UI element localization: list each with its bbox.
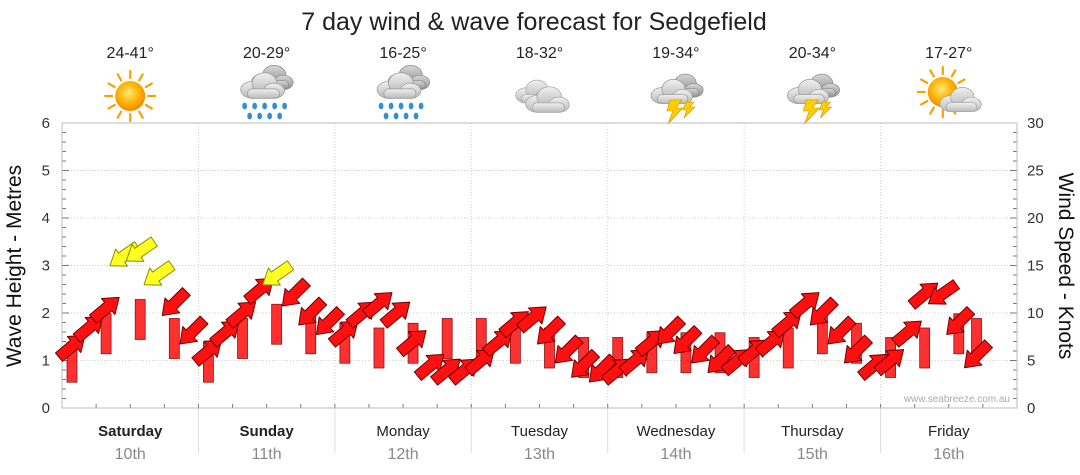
left-tick-label: 1 [42, 353, 50, 370]
storm-icon [787, 73, 841, 125]
sunny-icon [104, 69, 157, 123]
wind-arrow [298, 296, 328, 326]
wave-mark [271, 303, 283, 345]
left-tick-label: 4 [42, 210, 50, 227]
wind-arrow [891, 320, 922, 348]
left-tick-label: 2 [42, 305, 50, 322]
day-name-label: Sunday [240, 423, 295, 440]
day-name-label: Tuesday [511, 423, 568, 440]
credit-text: www.seabreeze.com.au [903, 394, 1010, 405]
wind-arrow [396, 330, 427, 358]
wind-arrow [618, 349, 649, 377]
temp-range-label: 19-34° [652, 45, 699, 62]
wind-arrow [571, 348, 601, 378]
left-tick-label: 3 [42, 258, 50, 275]
wind-arrow [634, 330, 666, 358]
day-date-label: 13th [524, 446, 555, 463]
day-name-label: Monday [376, 423, 430, 440]
wind-arrow [143, 260, 176, 286]
wave-mark [168, 318, 180, 359]
wave-mark [782, 327, 794, 369]
right-tick-label: 5 [1027, 353, 1035, 370]
temp-range-label: 17-27° [925, 45, 972, 62]
storm-icon [650, 73, 704, 125]
temp-range-label: 20-29° [243, 45, 290, 62]
day-date-label: 14th [660, 446, 691, 463]
partly-cloudy-icon [916, 65, 982, 119]
wind-arrow [657, 315, 686, 345]
wind-arrow [536, 315, 566, 345]
wind-arrow [327, 320, 359, 348]
wind-arrow [673, 325, 703, 355]
day-date-label: 16th [933, 446, 964, 463]
temp-range-label: 18-32° [516, 45, 563, 62]
wind-arrow [927, 279, 960, 305]
day-date-label: 15th [797, 446, 828, 463]
wind-arrow [379, 301, 411, 329]
wind-arrow [179, 315, 209, 345]
left-tick-label: 5 [42, 163, 50, 180]
wind-arrow [481, 330, 513, 358]
wind-arrow [281, 277, 311, 307]
wind-arrow [72, 315, 104, 343]
day-date-label: 12th [388, 446, 419, 463]
wind-arrow [873, 349, 905, 377]
wind-arrow [89, 296, 120, 324]
wave-mark [134, 299, 146, 340]
temp-range-label: 16-25° [379, 45, 426, 62]
chart-title: 7 day wind & wave forecast for Sedgefiel… [301, 8, 767, 36]
wind-arrow [964, 339, 993, 369]
wind-arrow [161, 287, 191, 317]
wind-arrow [843, 334, 873, 364]
left-tick-label: 0 [42, 400, 50, 417]
wind-arrow [209, 320, 240, 348]
day-name-label: Friday [928, 423, 970, 440]
right-tick-label: 20 [1027, 210, 1044, 227]
day-name-label: Wednesday [636, 423, 715, 440]
wave-mark [100, 313, 112, 355]
wind-arrow [125, 236, 158, 262]
left-tick-label: 6 [42, 115, 50, 132]
rain-icon [240, 64, 294, 120]
wave-mark [237, 318, 248, 359]
temp-range-label: 24-41° [107, 45, 154, 62]
wind-arrow [754, 330, 786, 358]
right-tick-label: 30 [1027, 115, 1044, 132]
wind-arrow [262, 260, 295, 286]
wind-arrow [191, 339, 222, 367]
right-tick-label: 0 [1027, 400, 1035, 417]
temp-range-label: 20-34° [789, 45, 836, 62]
day-name-label: Saturday [98, 423, 163, 440]
wind-arrow [464, 349, 495, 377]
wind-arrow [691, 334, 721, 364]
wave-mark [919, 327, 931, 369]
wind-arrow [771, 311, 802, 339]
rain-icon [376, 64, 431, 120]
day-date-label: 11th [252, 446, 282, 463]
wind-arrow [361, 292, 393, 320]
wave-mark [441, 318, 453, 359]
wind-arrow [516, 306, 547, 334]
cloudy-icon [515, 79, 570, 113]
right-tick-label: 10 [1027, 305, 1044, 322]
wind-arrow [946, 306, 976, 336]
left-axis-title: Wave Height - Metres [3, 165, 26, 367]
wind-arrow [554, 334, 584, 364]
wind-arrow [54, 334, 86, 362]
right-tick-label: 15 [1027, 258, 1044, 275]
wave-mark [373, 327, 385, 369]
wind-arrow [809, 296, 839, 326]
wind-arrow [827, 315, 857, 345]
plot-area [61, 122, 1018, 409]
day-date-label: 10th [115, 446, 146, 463]
right-tick-label: 25 [1027, 163, 1044, 180]
wind-arrow [315, 306, 345, 336]
right-axis-title: Wind Speed - Knots [1054, 173, 1077, 360]
wind-arrow [225, 301, 257, 329]
day-name-label: Thursday [781, 423, 844, 440]
